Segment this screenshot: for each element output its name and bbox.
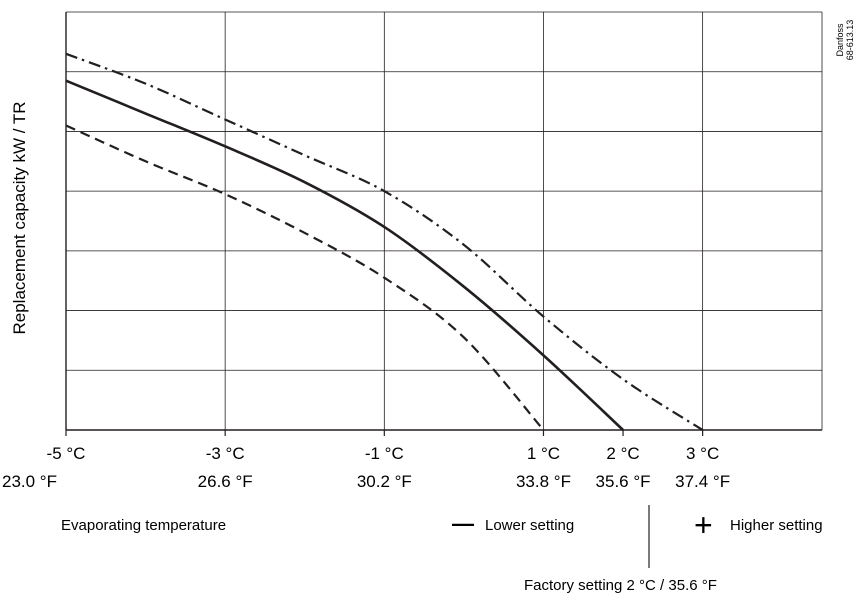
chart-series: [65, 52, 704, 431]
chart-grid: [65, 11, 823, 430]
credit-line-1: Danfoss: [835, 23, 845, 57]
x-tick-label-celsius: -5 °C: [47, 444, 86, 463]
x-tick-label-celsius: -3 °C: [206, 444, 245, 463]
x-tick-label-celsius: 2 °C: [606, 444, 639, 463]
x-tick-label-celsius: 3 °C: [686, 444, 719, 463]
lower-setting-sign: —: [452, 511, 474, 536]
higher-setting-sign: +: [694, 507, 713, 543]
x-tick-label-celsius: 1 °C: [527, 444, 560, 463]
y-axis-label: Replacement capacity kW / TR: [10, 101, 29, 334]
lower-setting-label: Lower setting: [485, 517, 574, 534]
series-line-solid: [65, 79, 624, 431]
x-tick-label-fahrenheit: 35.6 °F: [596, 472, 651, 491]
x-tick-label-fahrenheit: 23.0 °F: [2, 472, 57, 491]
x-tick-label-celsius: -1 °C: [365, 444, 404, 463]
x-tick-label-fahrenheit: 30.2 °F: [357, 472, 412, 491]
credit-line-2: 68-613.13: [845, 20, 855, 61]
x-axis-label: Evaporating temperature: [61, 517, 226, 534]
higher-setting-label: Higher setting: [730, 517, 823, 534]
x-tick-label-fahrenheit: 26.6 °F: [198, 472, 253, 491]
factory-setting-label: Factory setting 2 °C / 35.6 °F: [524, 577, 717, 594]
series-line-dash-dot: [65, 52, 704, 431]
x-tick-label-fahrenheit: 33.8 °F: [516, 472, 571, 491]
chart-axes: [65, 12, 822, 436]
series-line-dashed: [65, 124, 545, 431]
x-tick-labels: -5 °C 23.0 °F -3 °C 26.6 °F -1 °C 30.2 °F 1 °C…: [2, 444, 730, 491]
x-tick-label-fahrenheit: 37.4 °F: [675, 472, 730, 491]
